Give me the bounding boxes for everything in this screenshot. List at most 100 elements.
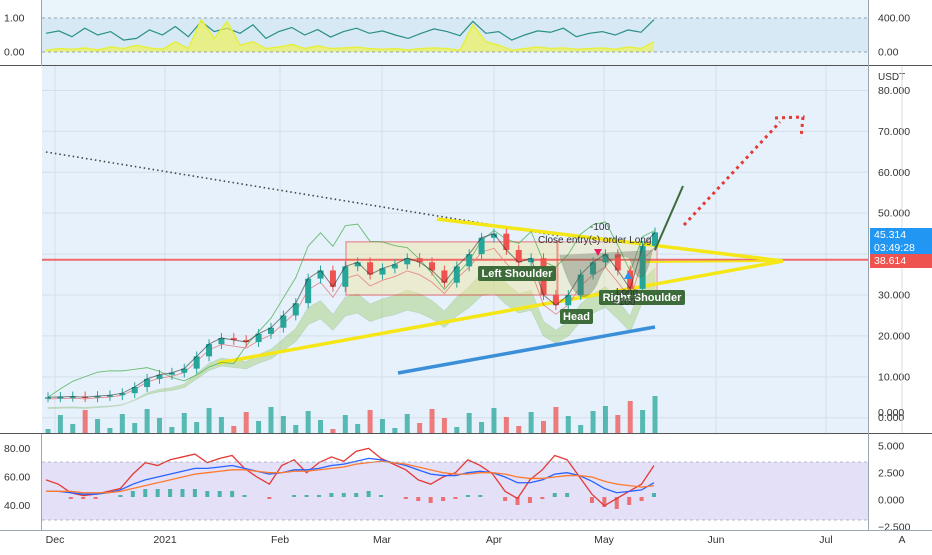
price-candle xyxy=(528,258,535,263)
trade-qty-label-plus: +100 xyxy=(613,297,636,308)
price-candle xyxy=(131,387,138,394)
volume-bar xyxy=(541,421,547,433)
histogram-bar xyxy=(416,497,421,501)
volume-bar xyxy=(119,414,125,433)
price-candle xyxy=(218,337,225,345)
price-candle xyxy=(490,233,497,238)
top-right-tick: 400.00 xyxy=(878,13,910,25)
triangle-upper-line xyxy=(436,217,784,263)
price-candle xyxy=(69,396,76,398)
volume-bar xyxy=(305,411,311,433)
y-tick-label: 50.000 xyxy=(878,208,910,220)
histogram-bar xyxy=(503,497,508,501)
support-line-blue xyxy=(397,325,656,375)
volume-bar xyxy=(367,410,373,433)
volume-bar xyxy=(355,424,361,433)
histogram-bar xyxy=(403,497,408,499)
volume-bar xyxy=(503,417,509,433)
volume-bar xyxy=(578,425,584,433)
price-candle xyxy=(106,395,113,397)
histogram-bar xyxy=(441,497,446,501)
short-arrow-icon xyxy=(594,249,602,256)
volume-bar xyxy=(82,410,88,433)
price-candle xyxy=(255,333,262,343)
price-candle xyxy=(57,396,64,399)
price-candle xyxy=(342,266,349,287)
price-candle xyxy=(404,258,411,265)
histogram-bar xyxy=(527,497,532,503)
bottom-left-tick: 40.00 xyxy=(4,500,30,512)
bottom-band xyxy=(42,462,868,520)
volume-bar xyxy=(45,429,51,433)
price-candle xyxy=(206,344,213,357)
y-axis-unit-label: USDT xyxy=(878,72,905,83)
bottom-left-tick: 60.00 xyxy=(4,472,30,484)
volume-bar xyxy=(156,418,162,433)
price-candle xyxy=(429,262,436,271)
x-tick-label: Feb xyxy=(271,534,289,546)
histogram-bar xyxy=(552,493,557,497)
volume-bar xyxy=(194,422,200,433)
histogram-bar xyxy=(316,495,321,497)
left-shoulder-label-box xyxy=(478,266,556,281)
price-candle xyxy=(280,315,287,328)
price-candle xyxy=(565,295,572,306)
price-candle xyxy=(590,262,597,275)
histogram-bar xyxy=(565,493,570,497)
volume-bar xyxy=(57,415,63,433)
price-candle xyxy=(627,270,634,289)
histogram-bar xyxy=(81,497,86,499)
volume-bar xyxy=(132,423,138,433)
volume-bar xyxy=(169,427,175,433)
volume-bar xyxy=(516,426,522,433)
bar-countdown-tag: 03:49:28 xyxy=(870,241,932,255)
volume-bar xyxy=(466,413,472,433)
x-tick-label: Jun xyxy=(708,534,725,546)
y-tick-label: 0.000 xyxy=(878,412,904,424)
price-candle xyxy=(602,254,609,263)
histogram-bar xyxy=(652,493,656,497)
volume-bar xyxy=(107,428,113,433)
x-tick-label: Apr xyxy=(486,534,503,546)
volume-bar xyxy=(218,417,224,433)
price-candle xyxy=(305,278,312,304)
volume-axis-label: 0.000 xyxy=(878,407,904,419)
triangle-apex-line xyxy=(639,260,784,263)
price-candle xyxy=(441,270,448,283)
horizontal-level-tag: 38.614 xyxy=(870,254,932,268)
trade-qty-label-minus: -100 xyxy=(590,222,610,233)
histogram-bar xyxy=(304,495,309,497)
histogram-bar xyxy=(453,497,458,499)
main-panel-background xyxy=(42,66,868,433)
histogram-bar xyxy=(180,489,185,497)
histogram-bar xyxy=(130,491,135,497)
long-arrow-icon xyxy=(624,272,632,279)
horizontal-level-value: 38.614 xyxy=(874,255,907,267)
histogram-bar xyxy=(602,497,607,507)
close-entry-label: Close entry(s) order Long xyxy=(538,235,651,246)
top-right-tick: 0.00 xyxy=(878,47,899,59)
price-candle xyxy=(243,340,250,343)
top-left-tick: 0.00 xyxy=(4,47,25,59)
volume-bar xyxy=(454,427,460,433)
bottom-right-tick: 5.000 xyxy=(878,441,904,453)
price-close-line xyxy=(47,232,656,398)
volume-bar xyxy=(590,411,596,433)
volume-bar xyxy=(553,407,559,433)
histogram-bar xyxy=(168,489,173,497)
histogram-bar xyxy=(379,495,384,497)
histogram-bar xyxy=(192,489,197,497)
long-entry-label: Long xyxy=(616,287,638,298)
bottom-right-tick: 0.000 xyxy=(878,495,904,507)
y-tick-label: 80.000 xyxy=(878,85,910,97)
histogram-bar xyxy=(267,497,272,499)
histogram-bar xyxy=(118,495,123,497)
price-candle xyxy=(379,268,386,275)
head-shoulders-curve xyxy=(559,249,653,297)
x-tick-label: May xyxy=(594,534,615,546)
volume-bar xyxy=(95,419,101,433)
price-candle xyxy=(354,262,361,267)
volume-bar xyxy=(280,416,286,433)
